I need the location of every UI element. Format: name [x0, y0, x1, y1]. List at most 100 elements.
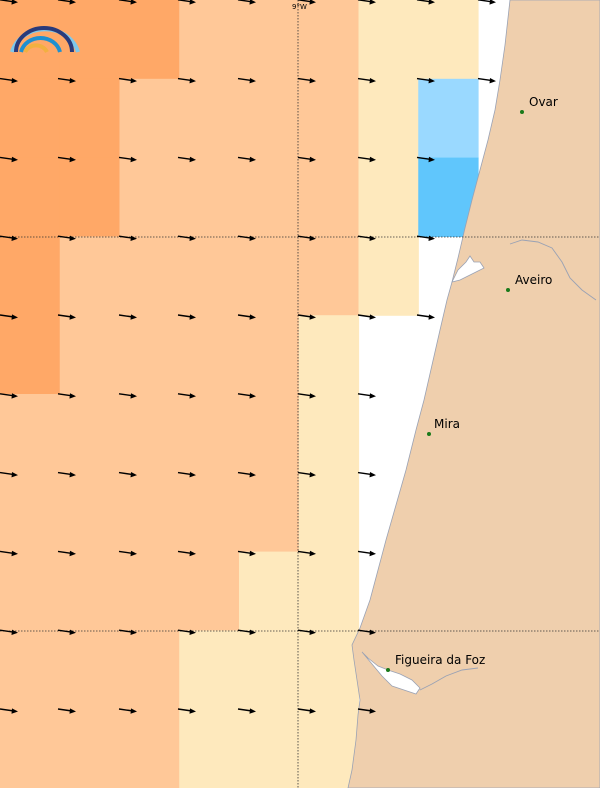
- wind-cell: [298, 78, 360, 159]
- wind-arrow: [237, 629, 256, 635]
- wind-cell: [119, 472, 180, 553]
- wind-arrow: [57, 314, 76, 320]
- longitude-label: 9°W: [292, 3, 307, 11]
- wind-arrow: [477, 77, 496, 84]
- wind-arrow: [237, 156, 256, 163]
- wind-cell: [119, 630, 180, 710]
- wind-cell: [59, 315, 121, 395]
- wind-cell: [298, 157, 360, 237]
- wind-cell: [0, 394, 61, 474]
- wind-arrow: [0, 708, 18, 714]
- wind-arrow: [118, 550, 137, 557]
- wind-cell: [239, 236, 300, 316]
- wind-arrow: [297, 314, 316, 320]
- wind-arrow: [297, 471, 316, 478]
- wind-cell: [119, 551, 180, 631]
- wind-arrow: [357, 77, 376, 84]
- wind-cell: [59, 236, 121, 316]
- wind-arrow: [118, 0, 137, 5]
- river-vouga: [509, 239, 597, 301]
- wind-arrow: [118, 314, 137, 320]
- wind-arrow: [357, 393, 376, 399]
- wind-arrow: [0, 629, 18, 635]
- city-figueira: Figueira da Foz: [386, 653, 485, 672]
- city-dot-figueira: [386, 668, 390, 672]
- wind-cell: [59, 157, 121, 237]
- wind-cell: [298, 630, 360, 710]
- wind-cell: [239, 0, 300, 80]
- wind-cells-layer: [0, 0, 479, 788]
- wind-arrow: [357, 314, 376, 320]
- city-dot-ovar: [520, 110, 524, 114]
- wind-cell: [179, 78, 240, 159]
- wind-cell: [0, 472, 61, 553]
- wind-cell: [119, 315, 180, 395]
- wind-arrow: [357, 156, 376, 163]
- wind-cell: [0, 630, 61, 710]
- wind-cell: [179, 315, 240, 395]
- wind-cell: [0, 709, 61, 788]
- wind-arrow: [297, 629, 316, 635]
- wind-arrow: [118, 471, 137, 478]
- wind-arrow: [0, 393, 18, 399]
- wind-arrow: [237, 235, 256, 241]
- wind-cell: [179, 0, 240, 80]
- city-label-figueira: Figueira da Foz: [395, 653, 485, 667]
- wind-cell: [358, 0, 419, 80]
- wind-arrow: [57, 156, 76, 163]
- wind-arrow: [0, 235, 18, 241]
- wind-arrow: [177, 550, 196, 557]
- wind-arrow: [357, 235, 376, 241]
- river-mondego: [419, 667, 479, 691]
- city-label-ovar: Ovar: [529, 95, 558, 109]
- wind-cell: [179, 709, 240, 788]
- city-label-aveiro: Aveiro: [515, 273, 552, 287]
- wind-cell: [298, 551, 360, 631]
- wind-cell: [0, 551, 61, 631]
- wind-arrow: [357, 629, 376, 635]
- wind-arrow: [416, 314, 435, 320]
- wind-arrow: [57, 550, 76, 557]
- wind-cell: [239, 630, 300, 710]
- wind-arrow: [237, 77, 256, 84]
- wind-arrow: [237, 0, 256, 5]
- wind-arrow: [177, 235, 196, 241]
- wind-cell: [119, 709, 180, 788]
- wind-cell: [239, 551, 300, 631]
- wind-arrow: [237, 550, 256, 557]
- wind-arrow: [237, 708, 256, 714]
- wind-arrow: [177, 629, 196, 635]
- wind-cell: [239, 157, 300, 237]
- wind-cell: [179, 630, 240, 710]
- wind-cell: [418, 78, 479, 159]
- wind-arrow: [297, 235, 316, 241]
- wind-arrow: [0, 77, 18, 84]
- wind-cell: [179, 551, 240, 631]
- wind-arrow: [57, 393, 76, 399]
- wind-arrow: [118, 708, 137, 714]
- wind-arrow: [416, 0, 435, 5]
- wind-cell: [0, 157, 61, 237]
- wind-arrow: [118, 393, 137, 399]
- wind-arrow: [177, 156, 196, 163]
- wind-arrow: [57, 77, 76, 84]
- wind-arrow: [297, 156, 316, 163]
- city-dot-mira: [427, 432, 431, 436]
- wind-cell: [179, 394, 240, 474]
- wind-arrows-layer: [0, 0, 496, 714]
- rainbow-arcs-logo-icon: [10, 26, 80, 54]
- aveiro-lagoon: [451, 255, 485, 283]
- wind-arrow: [118, 235, 137, 241]
- wind-arrow: [357, 550, 376, 557]
- mondego-estuary: [361, 651, 421, 695]
- wind-arrow: [57, 471, 76, 478]
- wind-cell: [298, 394, 360, 474]
- wind-cell: [119, 157, 180, 237]
- wind-arrow: [118, 629, 137, 635]
- wind-arrow: [118, 156, 137, 163]
- wind-arrow: [57, 629, 76, 635]
- city-ovar: Ovar: [520, 95, 558, 114]
- wind-cell: [239, 709, 300, 788]
- wind-arrow: [57, 235, 76, 241]
